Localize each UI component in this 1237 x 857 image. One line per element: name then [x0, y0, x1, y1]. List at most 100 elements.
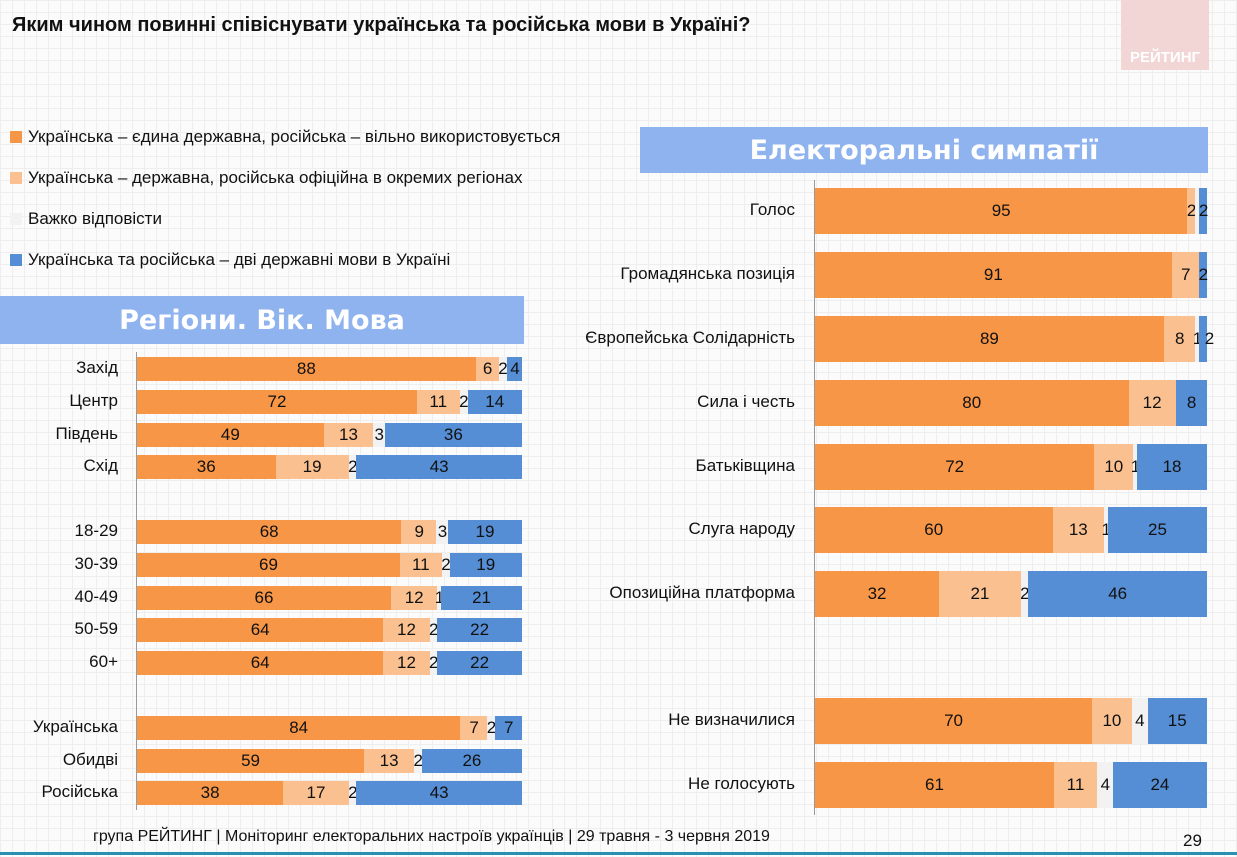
category-label: 40-49 — [74, 587, 118, 606]
bar-segment — [384, 423, 522, 447]
data-label: 1 — [1192, 329, 1203, 348]
data-label: 11 — [1066, 775, 1085, 794]
data-label: 80 — [962, 393, 982, 412]
bar-segment — [421, 749, 522, 773]
bar-segment — [1195, 316, 1200, 362]
data-label: 24 — [1150, 775, 1170, 794]
bar-segment — [348, 455, 357, 479]
bar-segment — [1199, 252, 1207, 298]
data-label: 32 — [867, 584, 887, 603]
bar-segment — [815, 571, 940, 617]
bar-segment — [436, 520, 449, 544]
category-label: Південь — [55, 424, 118, 443]
bar-segment — [467, 390, 522, 414]
bar-segment — [1054, 762, 1098, 808]
data-label: 6 — [482, 359, 493, 378]
data-label: 1 — [1101, 520, 1111, 539]
bar-segment — [1163, 316, 1196, 362]
data-label: 84 — [289, 718, 309, 737]
data-label: 72 — [945, 457, 965, 476]
data-label: 64 — [250, 620, 270, 639]
bar-segment — [441, 553, 450, 577]
bar-segment — [449, 553, 522, 577]
data-label: 2 — [348, 457, 358, 476]
bar-segment — [1147, 698, 1207, 744]
bar-segment — [815, 507, 1053, 553]
logo-text: РЕЙТИНГ — [1129, 49, 1201, 66]
data-label: 13 — [339, 425, 358, 444]
bar-segment — [323, 423, 374, 447]
legend-swatch — [10, 253, 22, 266]
data-label: 2 — [413, 751, 424, 770]
data-label: 11 — [429, 392, 448, 411]
category-label: 18-29 — [74, 521, 118, 540]
bar-segment — [506, 357, 522, 381]
data-label: 66 — [254, 588, 274, 607]
bar-segment — [815, 444, 1095, 490]
bar-segment — [1131, 698, 1148, 744]
bar-segment — [1187, 188, 1196, 234]
data-label: 19 — [475, 522, 495, 541]
data-label: 69 — [259, 555, 278, 574]
category-label: Слуга народу — [688, 519, 796, 538]
category-label: Європейська Солідарність — [585, 328, 795, 347]
data-label: 61 — [925, 775, 944, 794]
bar-segment — [391, 586, 438, 610]
bar-segment — [137, 520, 402, 544]
bar-segment — [401, 520, 437, 544]
category-label: Опозиційна платформа — [609, 583, 795, 602]
legend-label: Українська – державна, російська офіційн… — [28, 167, 523, 187]
rating-logo: РЕЙТИНГ — [1121, 0, 1209, 70]
category-label: Схід — [83, 456, 118, 475]
data-label: 43 — [429, 457, 449, 476]
footer: група РЕЙТИНГ | Моніторинг електоральних… — [93, 828, 770, 845]
data-label: 13 — [379, 751, 399, 770]
data-label: 11 — [411, 555, 430, 574]
bar-segment — [356, 781, 522, 805]
legend-item: Українська та російська – дві державні м… — [10, 239, 560, 280]
bar-segment — [383, 618, 430, 642]
data-label: 13 — [1068, 520, 1088, 539]
category-label: Не голосують — [688, 774, 795, 793]
data-label: 9 — [414, 522, 424, 541]
right-chart-title: Електоральні симпатії — [640, 127, 1208, 173]
bar-segment — [137, 357, 476, 381]
category-label: Сила і честь — [697, 392, 795, 411]
data-label: 14 — [485, 392, 505, 411]
bar-segment — [1052, 507, 1105, 553]
bar-segment — [815, 762, 1055, 808]
bar-segment — [429, 618, 438, 642]
bar-segment — [400, 553, 442, 577]
data-label: 8 — [1186, 393, 1197, 412]
data-label: 7 — [504, 718, 514, 737]
bar-segment — [459, 390, 468, 414]
legend-item: Українська – державна, російська офіційн… — [10, 157, 560, 198]
data-label: 1 — [434, 588, 445, 607]
data-label: 2 — [428, 653, 439, 672]
category-label: Українська — [32, 717, 118, 736]
data-label: 2 — [1198, 265, 1209, 284]
page-number: 29 — [1183, 831, 1202, 850]
bar-segment — [815, 698, 1093, 744]
data-label: 2 — [348, 783, 358, 802]
category-label: 50-59 — [74, 619, 118, 638]
bar-segment — [815, 316, 1164, 362]
bar-segment — [441, 586, 522, 610]
bar-segment — [1104, 507, 1108, 553]
data-label: 17 — [306, 783, 326, 802]
bottom-line — [0, 852, 1237, 855]
data-label: 10 — [1104, 457, 1124, 476]
bar-segment — [1128, 380, 1176, 426]
data-label: 36 — [443, 425, 463, 444]
bar-segment — [417, 390, 460, 414]
data-label: 12 — [404, 588, 424, 607]
data-label: 4 — [1100, 775, 1111, 794]
data-label: 10 — [1102, 711, 1122, 730]
bar-segment — [137, 749, 365, 773]
data-label: 64 — [250, 653, 270, 672]
bar-segment — [275, 455, 349, 479]
data-label: 2 — [459, 392, 469, 411]
data-label: 21 — [970, 584, 990, 603]
bar-segment — [1097, 762, 1113, 808]
data-label: 70 — [944, 711, 963, 730]
